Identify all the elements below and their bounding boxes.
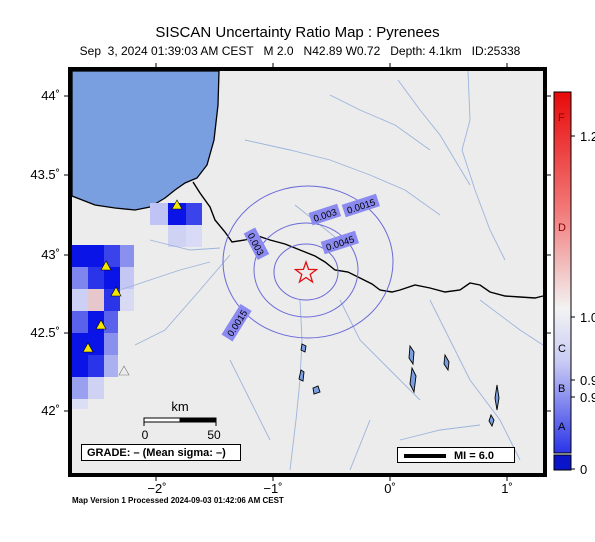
scale-min: 0 (142, 428, 149, 442)
colorbar-grade: B (558, 383, 565, 395)
lat-tick-label: 42.5˚ (30, 325, 60, 340)
mi-legend: MI = 6.0 (397, 447, 515, 463)
colorbar-grade: C (558, 343, 566, 355)
contours (222, 185, 394, 339)
grade-box: GRADE: – (Mean sigma: –) (81, 444, 241, 461)
colorbar-value: 0 (580, 462, 587, 477)
lon-tick-label: 1˚ (501, 481, 513, 496)
colorbar-value: 0.9 (580, 390, 595, 405)
lakes (298, 343, 500, 428)
lon-tick-label: −1˚ (263, 481, 282, 496)
mi-line-icon (404, 454, 446, 458)
processed-footer: Map Version 1 Processed 2024-09-03 01:42… (72, 496, 284, 505)
lat-tick-label: 42˚ (41, 403, 60, 418)
mi-label: MI = 6.0 (454, 450, 495, 462)
contour-label-bg (308, 203, 342, 226)
colorbar-value: 1.2 (580, 129, 595, 144)
colorbar-grade: F (558, 112, 565, 124)
station-triangle (110, 286, 122, 297)
station-triangle (100, 260, 112, 271)
colorbar-grade: A (558, 421, 566, 433)
map-title: SISCAN Uncertainty Ratio Map : Pyrenees (155, 24, 440, 41)
lat-tick-labels: 44˚ 43.5˚ 43˚ 42.5˚ 42˚ (30, 88, 60, 418)
lat-tick-label: 43.5˚ (30, 167, 60, 182)
lon-tick-labels: −2˚ −1˚ 0˚ 1˚ (147, 481, 512, 496)
border-line (192, 181, 544, 299)
scale-max: 50 (207, 428, 221, 442)
contour-label-bg (221, 304, 252, 342)
colorbar-grade: D (558, 222, 566, 234)
contour-label-bg (320, 230, 359, 255)
epicenter-star-icon (293, 260, 319, 284)
colorbar-value: 1.0 (580, 310, 595, 325)
lon-tick-label: 0˚ (384, 481, 396, 496)
station-triangle-inactive (118, 365, 130, 376)
lat-tick-label: 44˚ (41, 88, 60, 103)
station-triangle (95, 319, 107, 330)
lon-tick-label: −2˚ (147, 481, 166, 496)
scale-bar: km 0 50 (142, 399, 221, 442)
axis-ticks (64, 63, 551, 481)
scale-unit: km (171, 399, 188, 414)
lat-tick-label: 43˚ (41, 247, 60, 262)
colorbar: F D C B A 1.2 1.0 0.9 0.9 0 (553, 91, 595, 477)
station-triangle (82, 342, 94, 353)
event-subtitle: Sep 3, 2024 01:39:03 AM CEST M 2.0 N42.8… (79, 44, 521, 58)
station-triangle (171, 199, 183, 210)
contour-label-bg (341, 193, 380, 218)
contour-label-bg (243, 227, 270, 261)
sea-area (71, 70, 220, 211)
stations (82, 199, 183, 376)
colorbar-value: 0.9 (580, 373, 595, 388)
